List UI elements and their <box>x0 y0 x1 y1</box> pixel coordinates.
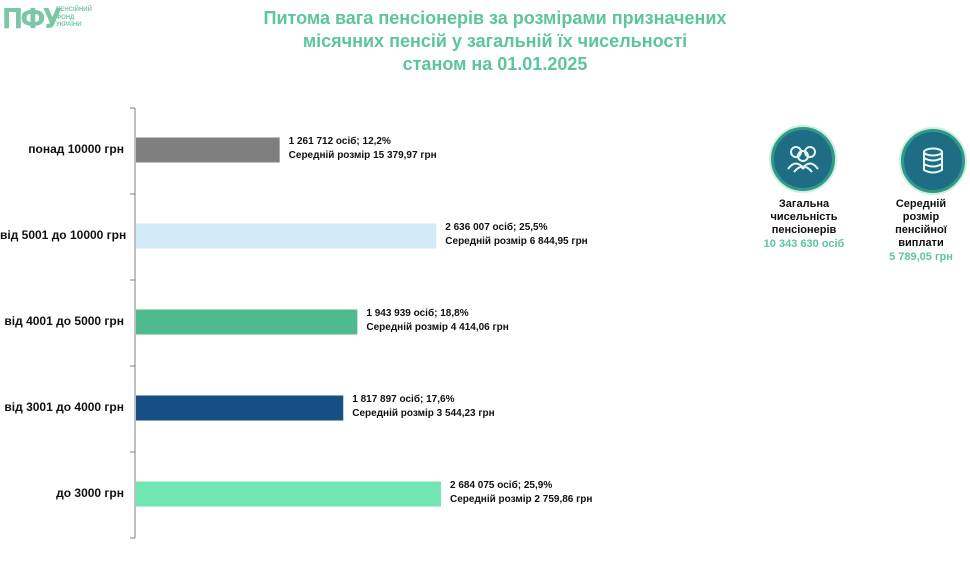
data-label-average: Середній розмір 4 414,06 грн <box>366 322 509 333</box>
bar <box>136 309 358 335</box>
kpi-avg-label-2: розмір <box>902 211 940 223</box>
data-label-count: 1 817 897 осіб; 17,6% <box>352 394 455 405</box>
category-label: від 5001 до 10000 грн <box>0 228 127 242</box>
kpi-avg: Середній розмір пенсійної виплати 5 789,… <box>872 198 970 264</box>
data-label: 1 817 897 осіб; 17,6% Середній розмір 3 5… <box>352 393 494 421</box>
people-icon <box>771 127 835 191</box>
data-label-count: 1 261 712 осіб; 12,2% <box>288 136 391 147</box>
logo-mark: ПФУ <box>2 2 62 35</box>
data-label-count: 2 684 075 осіб; 25,9% <box>450 480 553 491</box>
category-label: від 3001 до 4000 грн <box>4 400 124 414</box>
data-label: 1 261 712 осіб; 12,2% Середній розмір 15 … <box>289 135 437 163</box>
bar <box>136 223 437 249</box>
logo-text: ПЕНСІЙНИЙ ФОНД УКРАЇНИ <box>56 7 92 28</box>
kpi-avg-label-1: Середній <box>895 198 947 210</box>
data-label: 2 684 075 осіб; 25,9% Середній розмір 2 7… <box>450 479 592 507</box>
kpi-total-value: 10 343 630 осіб <box>763 238 845 250</box>
coins-icon <box>901 129 965 193</box>
kpi-avg-label-3: пенсійної виплати <box>895 224 947 249</box>
pfu-logo: ПФУ ПЕНСІЙНИЙ ФОНД УКРАЇНИ <box>2 2 112 44</box>
data-label-average: Середній розмір 15 379,97 грн <box>288 150 437 161</box>
category-label: від 4001 до 5000 грн <box>4 314 124 328</box>
bar <box>136 481 441 507</box>
bar <box>136 395 344 421</box>
chart-title: Питома вага пенсіонерів за розмірами при… <box>250 7 740 76</box>
kpi-total-label-1: Загальна <box>778 198 830 210</box>
data-label: 1 943 939 осіб; 18,8% Середній розмір 4 4… <box>366 307 508 335</box>
data-label-average: Середній розмір 6 844,95 грн <box>445 236 588 247</box>
data-label: 2 636 007 осіб; 25,5% Середній розмір 6 8… <box>445 221 587 249</box>
data-label-average: Середній розмір 3 544,23 грн <box>352 408 495 419</box>
category-label: понад 10000 грн <box>28 142 124 156</box>
data-label-count: 2 636 007 осіб; 25,5% <box>445 222 548 233</box>
title-line-2: місячних пенсій у загальній їх чисельнос… <box>302 31 688 51</box>
bar <box>136 137 280 163</box>
kpi-avg-value: 5 789,05 грн <box>889 251 953 263</box>
kpi-total-label-3: пенсіонерів <box>771 224 837 236</box>
data-label-count: 1 943 939 осіб; 18,8% <box>366 308 469 319</box>
kpi-total-label-2: чисельність <box>770 211 838 223</box>
category-label: до 3000 грн <box>56 486 124 500</box>
title-line-1: Питома вага пенсіонерів за розмірами при… <box>263 8 727 28</box>
kpi-total: Загальна чисельність пенсіонерів 10 343 … <box>754 198 854 251</box>
data-label-average: Середній розмір 2 759,86 грн <box>450 494 593 505</box>
title-line-3: станом на 01.01.2025 <box>402 54 588 74</box>
